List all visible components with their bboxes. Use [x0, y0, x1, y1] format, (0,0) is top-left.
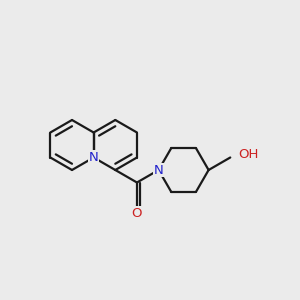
Text: N: N	[89, 151, 98, 164]
Text: O: O	[132, 207, 142, 220]
Text: OH: OH	[238, 148, 259, 161]
Text: N: N	[154, 164, 164, 176]
